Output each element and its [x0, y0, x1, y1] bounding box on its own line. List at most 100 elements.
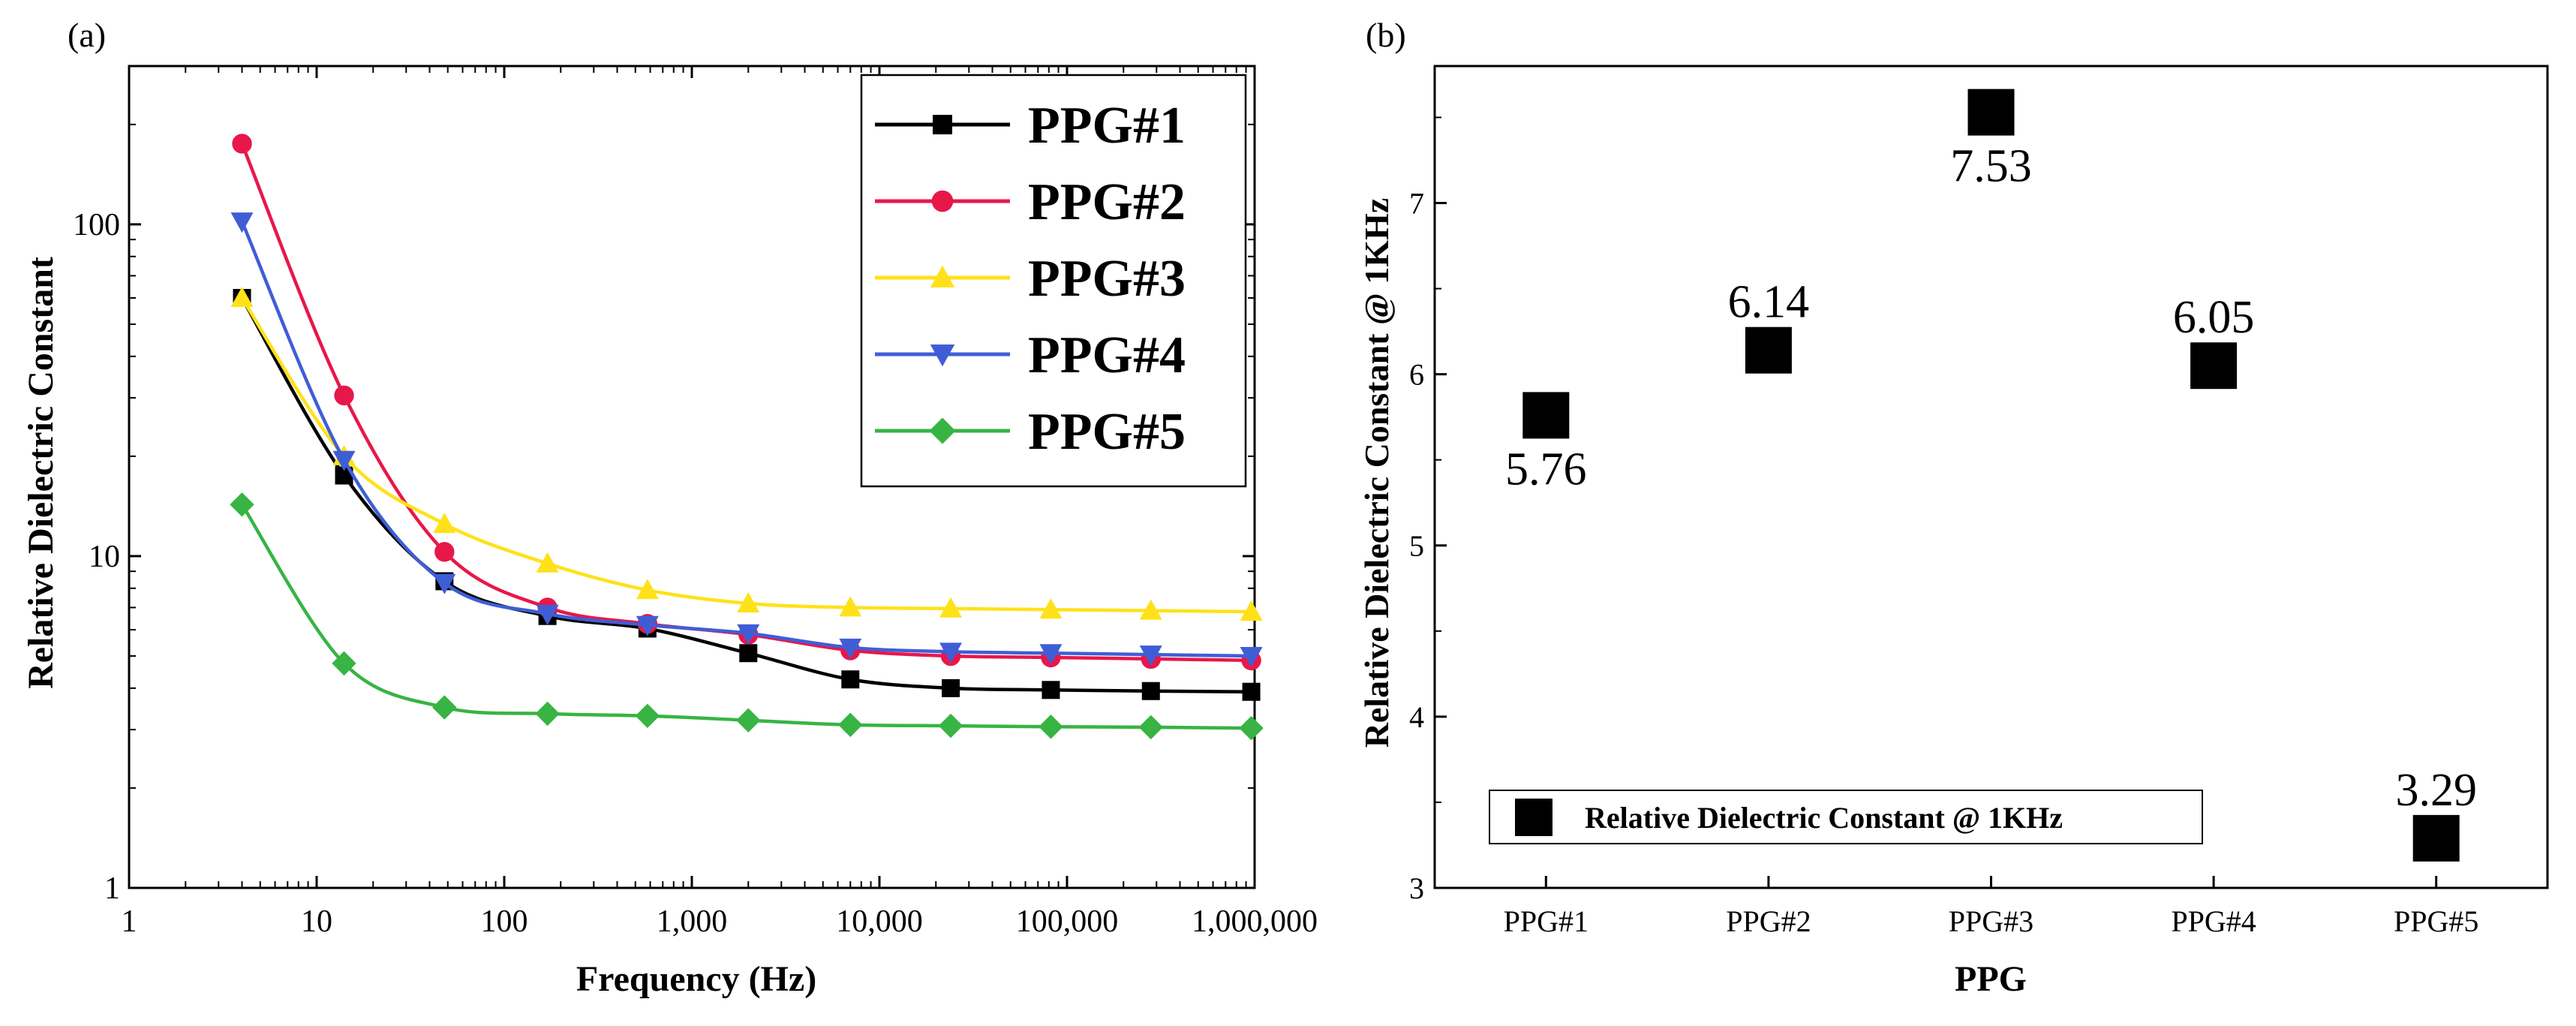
y-tick-label: 10: [89, 540, 120, 574]
data-point: [939, 597, 963, 618]
data-point: [433, 573, 456, 594]
data-point: [230, 212, 254, 233]
data-point: [1139, 645, 1162, 666]
panel-a-frequency-plot: (a) 1 10 100 1,000 10,000 100,000 1,000,000 1 10…: [21, 16, 1318, 999]
data-point: [1239, 715, 1264, 741]
x-tick-label: 1,000: [657, 904, 728, 939]
legend-label: PPG#5: [1028, 403, 1186, 461]
y-tick-label: 4: [1409, 700, 1424, 734]
series-ppg3: [230, 286, 1263, 621]
data-point-group: 6.05: [2173, 292, 2255, 390]
panel-b-plot-area: 3 4 5 6 7 PPG#1 PPG#2 PPG#3 PPG#4 PPG#5 5.76 6.14 7.…: [1409, 65, 2549, 938]
data-point: [737, 624, 760, 645]
panel-a-y-axis-title: Relative Dielectric Constant: [21, 257, 61, 689]
data-point: [1141, 681, 1160, 700]
x-tick-label: PPG#4: [2171, 904, 2256, 938]
x-tick-label: 10: [301, 904, 332, 939]
data-point: [1039, 715, 1063, 739]
panel-b-y-axis-title: Relative Dielectric Constant @ 1KHz: [1357, 198, 1396, 748]
data-point: [230, 286, 254, 307]
legend-entry: PPG#4: [875, 326, 1186, 384]
y-tick-label: 100: [73, 208, 120, 242]
legend-entry: PPG#1: [875, 97, 1186, 155]
data-label: 6.05: [2173, 292, 2255, 343]
data-point: [1240, 647, 1263, 668]
panel-b-legend: Relative Dielectric Constant @ 1KHz: [1489, 790, 2203, 844]
data-point: [230, 492, 254, 517]
data-point: [1042, 681, 1060, 700]
data-point: [635, 703, 660, 728]
legend-entry: PPG#3: [875, 250, 1186, 308]
panel-b-x-axis-title: PPG: [1955, 959, 2027, 999]
legend-label: PPG#1: [1028, 97, 1186, 155]
legend-swatch-marker: [930, 265, 955, 287]
x-tick-label: PPG#1: [1504, 904, 1589, 938]
data-point: [332, 651, 356, 676]
series-ppg5: [230, 492, 1264, 741]
y-tick-label: 5: [1409, 529, 1424, 563]
data-point: [1240, 600, 1263, 621]
data-point: [1967, 89, 2015, 136]
series-line: [240, 221, 1252, 658]
data-point: [1138, 715, 1163, 740]
data-point-group: 5.76: [1505, 392, 1587, 495]
x-tick-label: 1: [122, 904, 137, 939]
data-point: [2412, 814, 2460, 862]
panel-b-1khz-plot: (b) 3 4 5 6 7 PPG#1 PPG#2 PPG#3 PPG#4 PPG#5 5.76 6.…: [1357, 16, 2549, 999]
y-tick-label: 6: [1409, 358, 1424, 392]
data-label: 7.53: [1950, 141, 2032, 192]
data-point: [839, 596, 862, 617]
legend-label: PPG#3: [1028, 250, 1186, 308]
panel-a-plot-area: 1 10 100 1,000 10,000 100,000 1,000,000 1 10 100 P…: [73, 65, 1318, 939]
data-label: 3.29: [2395, 765, 2477, 816]
series-line: [240, 296, 1252, 694]
panel-a-x-axis-title: Frequency (Hz): [576, 959, 816, 999]
legend-swatch-marker: [929, 417, 956, 444]
data-point: [737, 592, 760, 613]
data-point: [636, 615, 659, 636]
data-label: 5.76: [1505, 444, 1587, 495]
panel-b-label: (b): [1366, 16, 1406, 54]
series-ppg4: [230, 212, 1263, 668]
legend-swatch-marker: [931, 190, 954, 212]
data-point: [841, 670, 860, 689]
y-tick-label: 3: [1409, 871, 1424, 905]
data-point-group: 6.14: [1728, 277, 1810, 374]
y-tick-label: 7: [1409, 187, 1424, 221]
data-point: [535, 701, 560, 727]
x-tick-label: PPG#3: [1949, 904, 2033, 938]
legend-label: PPG#2: [1028, 173, 1186, 231]
data-point: [536, 604, 559, 625]
data-point: [1522, 392, 1570, 439]
data-point: [2190, 342, 2238, 390]
data-point: [334, 385, 354, 406]
data-point: [1242, 682, 1261, 701]
data-point: [1039, 644, 1063, 665]
legend-entry: PPG#5: [875, 403, 1186, 461]
legend-entry: PPG#2: [875, 173, 1186, 231]
data-point: [636, 579, 659, 600]
data-point: [433, 513, 456, 534]
data-point: [838, 712, 863, 737]
legend-swatch-marker: [933, 115, 952, 134]
data-point: [434, 542, 455, 562]
data-point: [942, 678, 960, 697]
x-tick-label: 100: [481, 904, 528, 939]
data-point: [536, 552, 559, 573]
data-point: [736, 708, 761, 733]
data-point: [432, 695, 457, 720]
data-point: [232, 134, 252, 154]
x-tick-label: 10,000: [836, 904, 923, 939]
data-point: [939, 642, 963, 663]
data-point: [1745, 326, 1792, 374]
legend-label: Relative Dielectric Constant @ 1KHz: [1585, 801, 2063, 835]
x-tick-label: 1,000,000: [1192, 904, 1318, 939]
data-point: [1139, 599, 1162, 620]
x-tick-label: 100,000: [1016, 904, 1119, 939]
x-tick-label: PPG#5: [2394, 904, 2478, 938]
data-point: [839, 638, 862, 659]
data-point-group: 3.29: [2395, 765, 2477, 862]
data-label: 6.14: [1728, 277, 1810, 328]
data-point: [1039, 598, 1063, 619]
